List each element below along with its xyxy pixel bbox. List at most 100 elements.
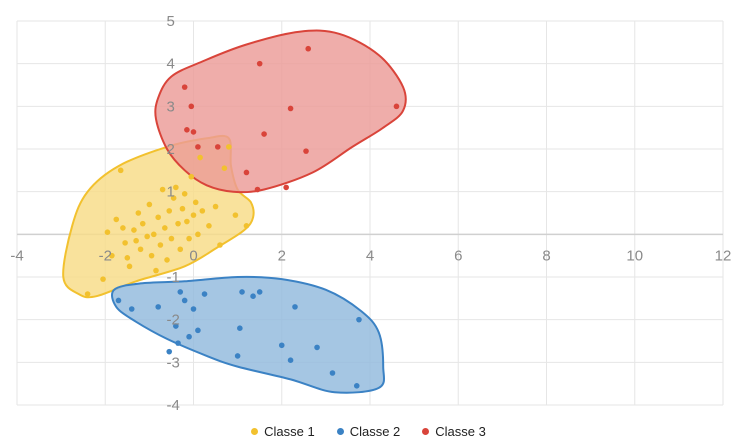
x-tick-label: 4 [366, 247, 374, 264]
point-classe-3 [303, 148, 309, 154]
point-classe-1 [84, 291, 91, 297]
point-classe-3 [254, 186, 261, 193]
legend-item-classe-2[interactable]: Classe 2 [336, 424, 401, 439]
x-tick-label: 6 [454, 247, 462, 264]
point-classe-3 [190, 129, 197, 135]
point-classe-3 [256, 60, 263, 67]
point-classe-3 [393, 103, 400, 110]
point-classe-2 [175, 340, 181, 346]
point-classe-1 [113, 216, 120, 223]
legend-label-classe-2: Classe 2 [349, 424, 401, 439]
point-classe-1 [212, 203, 219, 210]
point-classe-2 [278, 342, 285, 349]
point-classe-1 [221, 165, 228, 171]
point-classe-1 [179, 205, 186, 212]
point-classe-2 [292, 304, 298, 310]
y-tick-label: -4 [167, 397, 180, 414]
point-classe-1 [133, 237, 139, 244]
data-points [84, 45, 400, 389]
point-classe-2 [256, 289, 263, 295]
point-classe-1 [135, 210, 142, 216]
point-classe-2 [155, 304, 161, 310]
point-classe-2 [287, 357, 294, 364]
point-classe-1 [217, 242, 223, 248]
point-classe-2 [237, 325, 243, 332]
point-classe-3 [283, 184, 289, 191]
legend: Classe 1 Classe 2 Classe 3 [0, 424, 737, 439]
point-classe-2 [250, 293, 256, 300]
x-tick-label: -4 [10, 247, 23, 264]
point-classe-1 [186, 235, 192, 242]
x-tick-label: 8 [542, 247, 550, 264]
legend-item-classe-1[interactable]: Classe 1 [251, 424, 315, 439]
point-classe-1 [164, 257, 170, 263]
region-classe-2 [111, 275, 386, 394]
point-classe-1 [177, 246, 184, 253]
point-classe-3 [261, 131, 267, 137]
point-classe-2 [314, 344, 320, 351]
point-classe-3 [188, 103, 195, 110]
point-classe-2 [177, 289, 184, 295]
point-classe-2 [173, 323, 179, 329]
point-classe-2 [201, 291, 208, 297]
cluster-regions [62, 29, 407, 394]
point-classe-1 [206, 223, 212, 229]
y-tick-label: 3 [167, 98, 175, 115]
point-classe-1 [232, 212, 239, 218]
point-classe-3 [243, 169, 250, 176]
y-tick-label: 5 [167, 13, 175, 30]
x-tick-label: 2 [278, 247, 286, 264]
point-classe-1 [131, 227, 137, 233]
point-classe-2 [234, 353, 241, 359]
point-classe-1 [188, 173, 195, 180]
point-classe-1 [166, 208, 173, 214]
y-tick-label: -1 [167, 269, 180, 286]
point-classe-1 [155, 214, 161, 221]
point-classe-1 [159, 186, 166, 193]
point-classe-1 [137, 246, 144, 253]
x-tick-labels: -4 -2 0 2 4 6 8 10 12 [10, 247, 731, 264]
point-classe-2 [195, 327, 201, 334]
point-classe-1 [109, 252, 115, 259]
point-classe-1 [120, 225, 126, 231]
point-classe-1 [150, 231, 157, 238]
x-tick-label: 0 [189, 247, 197, 264]
point-classe-2 [166, 348, 173, 355]
point-classe-1 [181, 191, 188, 197]
y-tick-label: -3 [167, 354, 180, 371]
point-classe-3 [214, 144, 221, 150]
point-classe-2 [128, 306, 135, 312]
point-classe-1 [117, 167, 124, 174]
point-classe-3 [181, 84, 188, 90]
point-classe-3 [195, 144, 201, 150]
point-classe-1 [162, 225, 168, 231]
point-classe-2 [181, 297, 188, 304]
point-classe-1 [184, 218, 190, 225]
point-classe-2 [239, 289, 245, 295]
point-classe-1 [173, 184, 179, 191]
legend-marker-classe-2 [336, 428, 344, 435]
point-classe-1 [243, 223, 250, 229]
point-classe-1 [197, 154, 203, 161]
point-classe-1 [126, 263, 133, 270]
point-classe-2 [353, 383, 360, 389]
x-tick-label: 10 [626, 247, 643, 264]
y-tick-label: 4 [167, 56, 175, 73]
y-tick-label: 1 [167, 184, 175, 201]
point-classe-1 [195, 231, 201, 238]
legend-marker-classe-1 [251, 428, 259, 435]
y-tick-label: -2 [167, 312, 180, 329]
point-classe-2 [329, 370, 336, 376]
x-tick-label: -2 [99, 247, 112, 264]
point-classe-1 [157, 242, 164, 248]
y-tick-label: 2 [167, 141, 175, 158]
point-classe-1 [144, 233, 150, 240]
point-classe-3 [287, 105, 294, 112]
point-classe-1 [124, 254, 131, 261]
point-classe-1 [168, 235, 175, 242]
point-classe-2 [356, 316, 362, 323]
point-classe-1 [175, 220, 181, 227]
point-classe-1 [139, 220, 146, 227]
legend-item-classe-3[interactable]: Classe 3 [422, 424, 486, 439]
point-classe-3 [184, 127, 190, 133]
